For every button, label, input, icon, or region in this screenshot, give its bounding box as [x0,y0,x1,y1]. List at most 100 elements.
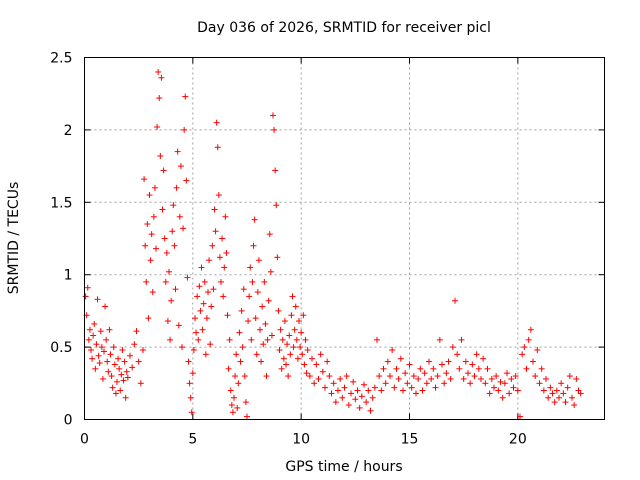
data-point [231,394,237,401]
data-point [345,402,352,409]
data-point [369,394,376,401]
data-point [222,213,229,220]
data-point [428,375,435,382]
data-point [482,380,489,387]
data-point [454,351,461,358]
data-point [501,380,508,387]
data-point [326,373,333,380]
data-point [122,394,129,401]
data-point [577,390,584,397]
data-point [571,402,578,409]
data-point [252,315,259,322]
x-axis-label: GPS time / hours [285,459,402,475]
data-point [172,286,179,293]
data-point [189,370,196,377]
data-point [306,373,313,380]
data-point [261,278,268,285]
data-point [558,380,565,387]
data-point [499,394,506,401]
data-point [293,336,300,343]
data-point [103,336,110,343]
data-point [530,358,536,365]
data-point [277,326,284,333]
data-point [486,390,493,397]
data-point [285,373,292,380]
data-point [417,365,424,372]
data-point [141,176,148,183]
data-point [84,284,91,291]
data-point [239,344,246,351]
data-point [289,293,296,300]
data-point [352,396,359,403]
data-point [183,177,190,184]
data-point [185,358,192,365]
data-point [202,351,209,358]
data-point [92,365,99,372]
data-point [551,399,558,406]
data-point [175,322,182,329]
data-point [216,254,223,261]
data-point [200,300,207,307]
data-point [335,387,341,394]
data-point [506,390,513,397]
data-point [538,365,545,372]
data-point [115,355,122,362]
data-point [271,126,278,133]
data-point [276,346,283,353]
data-point [527,326,534,333]
data-point [525,336,532,343]
data-point [164,318,171,325]
data-point [251,216,258,223]
data-point [540,387,547,394]
data-point [206,257,213,264]
data-point [547,384,554,391]
data-point [145,315,152,322]
data-point [187,394,194,401]
data-point [233,351,240,358]
data-point [404,380,411,387]
data-point [131,341,138,348]
data-point [283,361,289,368]
data-point [254,289,261,296]
data-point [443,370,450,377]
data-point [168,297,175,304]
data-point [569,394,575,401]
data-point [182,93,189,100]
data-point [319,368,326,375]
data-point [104,358,111,365]
data-point [514,387,521,394]
data-point [155,68,162,75]
data-point [523,365,530,372]
data-point [188,409,195,416]
data-point [458,336,465,343]
data-point [150,213,157,220]
data-point [225,365,232,372]
data-point [265,297,272,304]
data-point [248,336,255,343]
data-point [181,126,188,133]
data-point [160,167,167,174]
data-point [391,384,398,391]
data-point [111,361,118,368]
data-point [465,370,471,377]
data-point [129,364,136,371]
data-point [415,375,422,382]
data-point [209,242,216,249]
data-point [456,365,463,372]
data-point [220,293,227,300]
plot-frame [84,57,605,420]
data-point [545,394,552,401]
data-point [309,355,315,362]
data-point [106,326,113,333]
data-point [311,380,318,387]
data-point [186,380,193,387]
data-point [301,361,308,368]
data-point [367,407,374,414]
data-point [112,390,119,397]
data-point [110,344,117,351]
data-point [193,329,200,336]
y-tick-label: 1.5 [50,195,72,211]
y-tick-label: 0 [64,413,73,429]
data-point [201,278,208,285]
